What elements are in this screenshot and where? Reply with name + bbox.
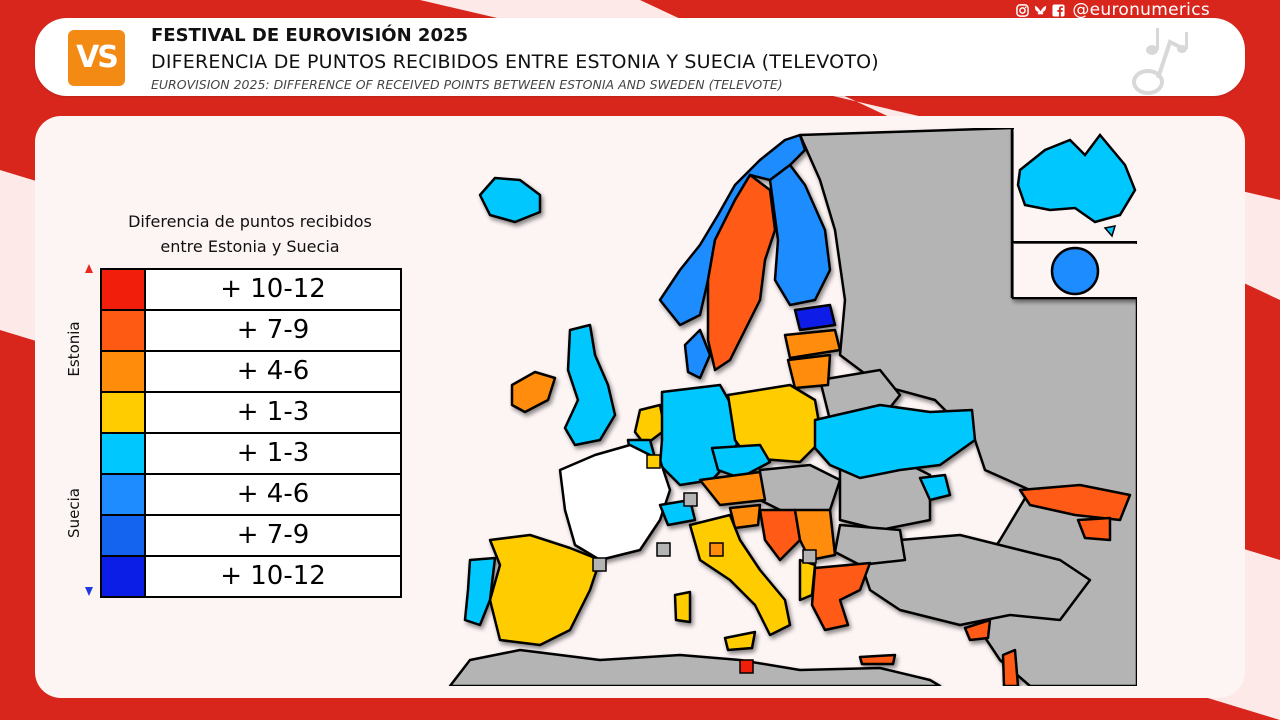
map-region-croatia — [758, 508, 802, 562]
map-region-norway — [658, 133, 807, 327]
legend-swatch — [102, 434, 146, 473]
legend-row: + 10-12 — [102, 557, 400, 598]
legend-label: + 7-9 — [236, 520, 310, 550]
map-region-rest-of-world — [1050, 246, 1100, 296]
legend-label: + 4-6 — [236, 356, 310, 386]
legend-swatch — [102, 475, 146, 514]
map-region-czechia — [710, 443, 772, 480]
legend-swatch — [102, 516, 146, 555]
map-region-ukraine — [813, 403, 977, 480]
facebook-icon[interactable] — [1052, 3, 1065, 17]
map-region-australia — [1016, 132, 1137, 224]
legend-row: + 4-6 — [102, 475, 400, 516]
map-region-sweden — [706, 173, 777, 372]
map-region-cyprus — [963, 618, 992, 642]
legend-swatch — [102, 270, 146, 309]
map-region-latvia — [783, 328, 842, 360]
legend-swatch — [102, 311, 146, 350]
map-region-serbia — [793, 508, 837, 562]
instagram-icon[interactable] — [1016, 3, 1030, 17]
legend-swatch — [102, 352, 146, 391]
music-notes-decoration — [1132, 28, 1188, 95]
legend-swatch — [102, 393, 146, 432]
map-region-poland — [726, 383, 824, 464]
map-region-iceland — [478, 176, 542, 224]
map-region-israel — [1001, 648, 1020, 686]
map-region-uk — [563, 323, 617, 447]
map-region-andorra — [592, 557, 607, 572]
legend-title-line1: Diferencia de puntos recibidos — [128, 212, 372, 231]
legend-row: + 10-12 — [102, 270, 400, 311]
bluesky-icon[interactable] — [1034, 4, 1047, 17]
map-region-monaco — [656, 542, 671, 557]
map-region-france — [558, 443, 672, 562]
legend-label: + 1-3 — [236, 397, 310, 427]
map-region-moldova — [918, 473, 952, 502]
map-region-ireland — [510, 370, 557, 414]
legend-swatch — [102, 557, 146, 596]
map-region-hungary — [758, 463, 842, 517]
legend-label: + 10-12 — [220, 561, 326, 591]
map-region-sardinia — [673, 590, 692, 624]
legend-side-label-suecia: Suecia — [65, 488, 83, 538]
map-region-portugal — [463, 556, 497, 627]
map-region-turkey — [858, 533, 1092, 627]
map-region-greece — [810, 561, 872, 632]
header-panel — [35, 18, 1245, 96]
map-region-armenia — [1076, 516, 1112, 542]
map-region-finland — [768, 163, 832, 307]
map-region-spain — [488, 533, 602, 647]
europe-map — [448, 128, 1137, 686]
legend-label: + 10-12 — [220, 274, 326, 304]
map-region-san-marino — [709, 542, 724, 557]
social-handle[interactable]: @euronumerics — [1072, 0, 1210, 20]
legend-label: + 7-9 — [236, 315, 310, 345]
map-region-luxembourg — [646, 454, 661, 469]
legend-table: + 10-12 + 7-9 + 4-6 + 1-3 + 1-3 + 4-6 + 7-9 + 1… — [100, 268, 402, 598]
legend-label: + 4-6 — [236, 479, 310, 509]
vs-logo: VS — [68, 30, 125, 86]
legend-axis-arrow — [85, 264, 93, 596]
legend-label: + 1-3 — [236, 438, 310, 468]
map-region-bulgaria — [833, 523, 907, 567]
map-inset-australia — [1010, 128, 1137, 300]
legend-row: + 7-9 — [102, 516, 400, 557]
map-region-estonia — [793, 303, 837, 332]
legend-row: + 1-3 — [102, 434, 400, 475]
map-region-gozo — [739, 659, 754, 674]
page-subtitle-es: DIFERENCIA DE PUNTOS RECIBIDOS ENTRE EST… — [151, 51, 879, 73]
map-region-liechtenstein — [683, 492, 698, 507]
social-bar: @euronumerics — [1016, 0, 1210, 20]
map-region-sicily — [723, 630, 757, 652]
map-region-crete — [858, 653, 897, 666]
legend-row: + 1-3 — [102, 393, 400, 434]
legend-row: + 4-6 — [102, 352, 400, 393]
legend-side-label-estonia: Estonia — [65, 321, 83, 377]
map-region-denmark — [683, 328, 712, 380]
legend-row: + 7-9 — [102, 311, 400, 352]
map-region-lithuania — [786, 353, 832, 390]
map-region-austria — [698, 470, 767, 507]
page-title: FESTIVAL DE EUROVISIÓN 2025 — [151, 25, 469, 46]
map-region-georgia — [1018, 483, 1132, 522]
legend-title: Diferencia de puntos recibidos entre Est… — [95, 209, 405, 259]
map-region-netherlands — [633, 403, 667, 447]
legend-title-line2: entre Estonia y Suecia — [160, 237, 340, 256]
map-region-vatican — [802, 549, 817, 564]
page-subtitle-en: EUROVISION 2025: DIFFERENCE OF RECEIVED … — [151, 77, 783, 92]
